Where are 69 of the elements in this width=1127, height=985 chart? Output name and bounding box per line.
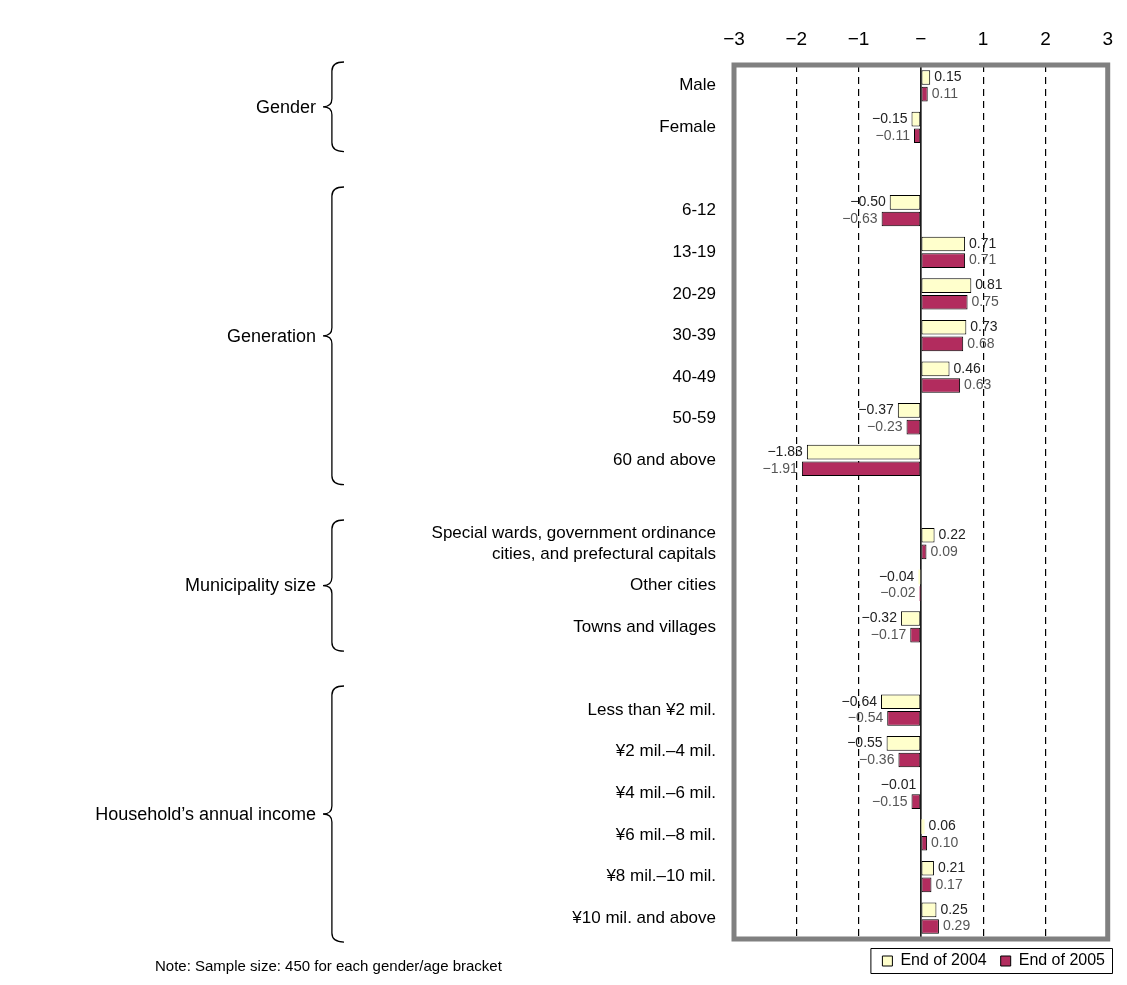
data-label: −0.54 <box>847 709 884 726</box>
bar <box>921 819 925 834</box>
y-tick-label: 30-39 <box>672 325 716 345</box>
data-label: −1.83 <box>767 442 804 459</box>
data-label: −0.55 <box>847 734 883 751</box>
data-label: 0.25 <box>940 900 968 917</box>
data-label: −0.32 <box>861 609 898 626</box>
data-label: −0.01 <box>880 775 917 792</box>
x-tick-label: − <box>915 27 927 49</box>
data-label: −0.23 <box>867 417 903 434</box>
y-tick-label: 40-49 <box>672 366 716 386</box>
data-label: 0.71 <box>969 251 997 268</box>
x-tick-label: 1 <box>977 27 989 49</box>
data-label: −0.02 <box>880 584 916 601</box>
y-tick-label: Other cities <box>630 574 716 594</box>
data-label: 0.81 <box>975 276 1003 293</box>
y-tick-label: 6-12 <box>681 200 716 220</box>
y-tick-label: Male <box>679 75 716 95</box>
legend-label: End of 2005 <box>1018 951 1106 969</box>
y-tick-label: Female <box>659 117 716 137</box>
y-tick-label: ¥8 mil.–10 mil. <box>605 866 716 886</box>
text: Note: Sample size: 450 for each gender/age bracket <box>155 957 502 974</box>
data-label: 0.09 <box>930 542 958 559</box>
y-tick-label: ¥6 mil.–8 mil. <box>614 824 716 844</box>
legend-label: End of 2004 <box>900 951 987 969</box>
data-label: −0.64 <box>841 692 878 709</box>
data-label: −0.15 <box>872 792 908 809</box>
data-label: −0.04 <box>878 567 915 584</box>
data-label: 0.11 <box>931 84 959 101</box>
data-label: 0.10 <box>931 834 959 851</box>
data-label: 0.21 <box>937 859 966 876</box>
data-label: −1.91 <box>762 459 799 476</box>
data-label: −0.36 <box>859 750 895 767</box>
data-label: −0.11 <box>875 126 911 143</box>
data-label: 0.75 <box>971 293 1000 310</box>
text: Municipality size <box>184 574 316 596</box>
y-tick-label: 50-59 <box>672 408 716 428</box>
x-tick-label: −1 <box>847 27 870 49</box>
y-tick-label: ¥2 mil.–4 mil. <box>614 741 716 761</box>
data-label: 0.15 <box>934 68 962 85</box>
y-tick-label: Special wards, government ordinance cities, and prefectural capitals <box>431 523 716 563</box>
data-label: 0.46 <box>953 359 981 376</box>
data-label: 0.71 <box>969 234 997 251</box>
x-tick-label: −2 <box>785 27 808 49</box>
data-label: 0.63 <box>964 376 992 393</box>
text: Generation <box>226 325 316 347</box>
y-tick-label: Less than ¥2 mil. <box>587 699 716 719</box>
data-label: 0.29 <box>942 917 971 934</box>
data-label: −0.63 <box>842 209 878 226</box>
data-label: −0.17 <box>870 626 907 643</box>
data-label: −0.15 <box>872 109 908 126</box>
y-tick-label: 20-29 <box>672 283 716 303</box>
x-tick-label: 2 <box>1040 27 1051 49</box>
y-tick-label: ¥10 mil. and above <box>571 907 716 927</box>
y-tick-label: Towns and villages <box>573 616 716 636</box>
text: Household’s annual income <box>95 803 316 825</box>
x-tick-label: 3 <box>1102 27 1114 49</box>
data-label: 0.06 <box>928 817 957 834</box>
data-label: 0.17 <box>935 875 963 892</box>
y-tick-label: 13-19 <box>672 241 716 261</box>
y-tick-label: ¥4 mil.–6 mil. <box>614 783 716 803</box>
data-label: 0.22 <box>938 526 967 543</box>
data-label: −0.50 <box>850 193 886 210</box>
text: Gender <box>255 96 316 118</box>
data-label: 0.68 <box>967 334 995 351</box>
data-label: −0.37 <box>858 401 895 418</box>
x-tick-label: −3 <box>723 27 745 49</box>
y-tick-label: 60 and above <box>612 450 716 470</box>
data-label: 0.73 <box>970 318 998 335</box>
